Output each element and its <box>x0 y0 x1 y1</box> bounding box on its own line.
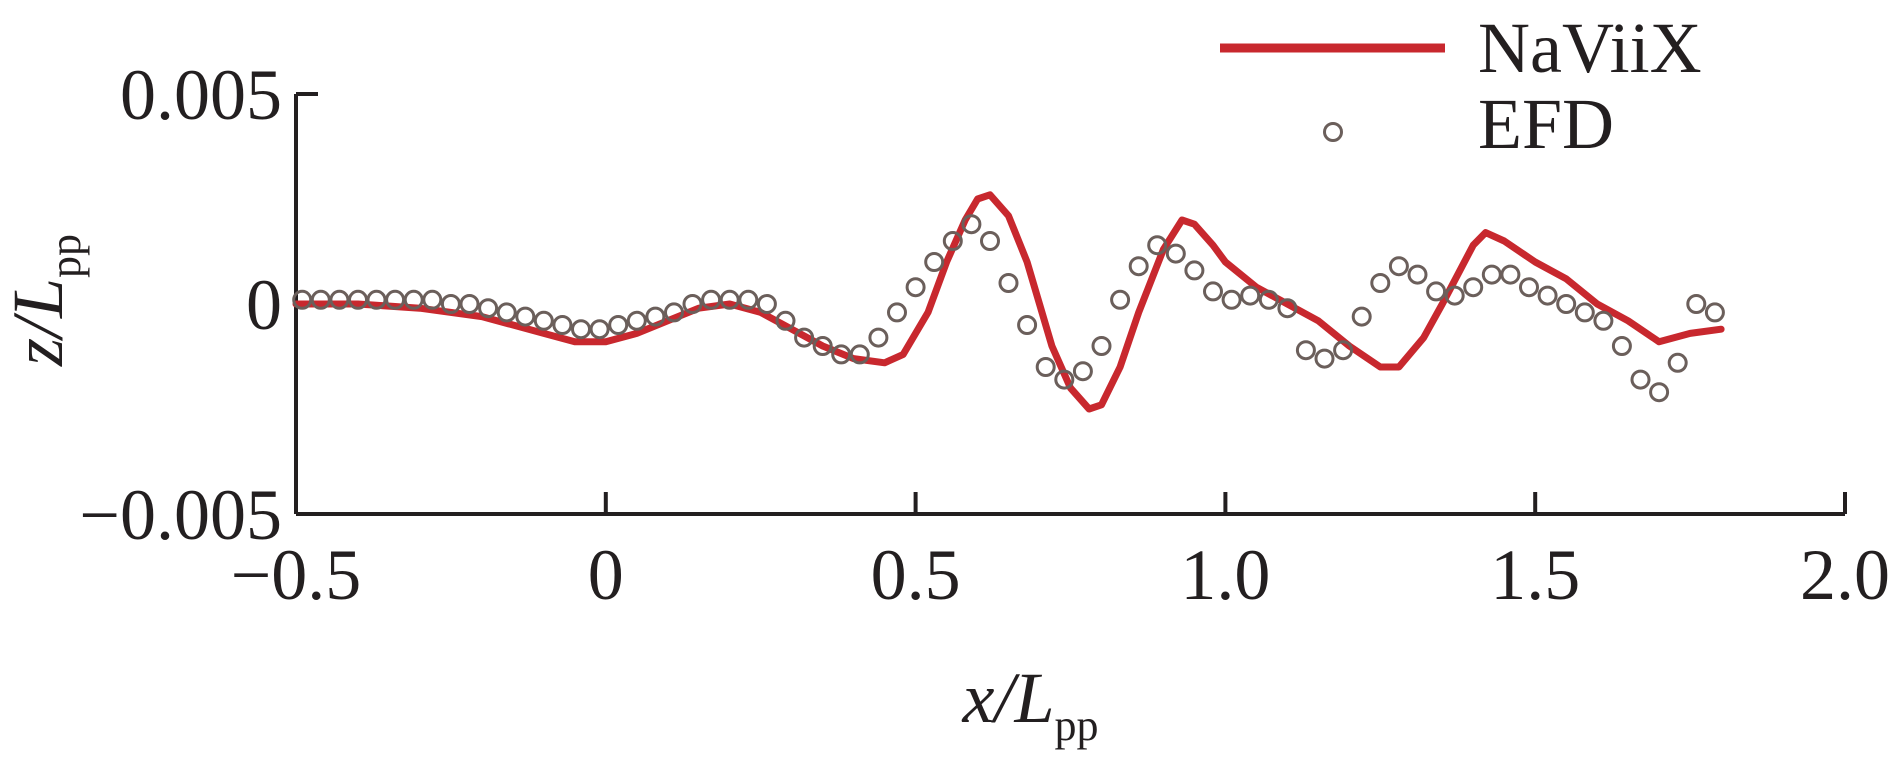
efd-point <box>440 294 461 314</box>
axes: −0.5 0 0.5 1.0 1.5 2.0 0.005 0 −0.005 x/Lpp z/Lpp <box>0 55 1890 750</box>
efd-point <box>1388 256 1409 277</box>
efd-point <box>329 289 350 310</box>
efd-point <box>1184 260 1205 281</box>
efd-point <box>1295 340 1316 361</box>
efd-point <box>626 310 647 331</box>
efd-point <box>1240 285 1261 306</box>
legend-label: NaViiX <box>1478 8 1702 88</box>
efd-point <box>608 315 629 335</box>
efd-point <box>515 306 536 327</box>
x-tick-label: 0 <box>588 535 624 615</box>
efd-point <box>1072 361 1093 382</box>
x-tick-label: 1.0 <box>1180 535 1270 615</box>
efd-point <box>1165 243 1186 264</box>
efd-point <box>1128 256 1149 277</box>
y-tick-label: 0.005 <box>120 55 282 135</box>
efd-point <box>1258 289 1279 310</box>
efd-point <box>924 252 945 272</box>
efd-point <box>719 289 740 310</box>
efd-point <box>645 306 666 327</box>
efd-point <box>1035 357 1056 377</box>
efd-point <box>1407 264 1428 285</box>
efd-point <box>905 277 926 298</box>
efd-point <box>1519 277 1539 298</box>
efd-point <box>571 319 591 340</box>
x-tick-label: 0.5 <box>871 535 961 615</box>
efd-point <box>961 214 982 235</box>
efd-point <box>366 289 387 310</box>
efd-point <box>478 298 499 319</box>
efd-point <box>403 289 424 310</box>
efd-point <box>738 289 759 310</box>
efd-point <box>1054 369 1075 390</box>
efd-point <box>942 231 963 251</box>
efd-point <box>1110 289 1131 310</box>
efd-point <box>1017 315 1038 335</box>
efd-point <box>1426 281 1447 302</box>
y-tick-label: 0 <box>246 265 282 345</box>
x-tick-label: −0.5 <box>231 535 362 615</box>
efd-point <box>756 294 777 314</box>
series-layer <box>292 191 1725 413</box>
efd-point <box>849 344 870 365</box>
efd-point <box>422 289 443 310</box>
efd-point <box>1686 294 1707 314</box>
efd-point <box>831 344 852 365</box>
efd-point <box>533 310 554 331</box>
efd-point <box>1277 298 1298 319</box>
x-tick-label: 1.5 <box>1490 535 1580 615</box>
y-axis-label: z/Lpp <box>0 234 90 367</box>
efd-point <box>1500 264 1521 285</box>
efd-point <box>1593 310 1614 331</box>
y-tick-label: −0.005 <box>79 475 282 555</box>
efd-point <box>1630 369 1651 390</box>
efd-point <box>887 302 907 323</box>
efd-point <box>310 289 331 310</box>
efd-point <box>1314 348 1335 369</box>
efd-point <box>664 302 684 323</box>
efd-point <box>1537 285 1558 306</box>
x-axis-label-sub: pp <box>1055 701 1099 750</box>
efd-point <box>1611 336 1632 356</box>
efd-point <box>1556 294 1577 314</box>
efd-point <box>552 315 573 335</box>
efd-point <box>459 294 480 314</box>
efd-point <box>589 319 610 340</box>
efd-point <box>1667 352 1688 373</box>
efd-point <box>682 294 703 314</box>
efd-point <box>812 336 833 356</box>
efd-point <box>1147 235 1168 256</box>
efd-point <box>794 327 815 348</box>
efd-point <box>385 289 406 310</box>
x-tick-label: 2.0 <box>1800 535 1890 615</box>
efd-point <box>1444 285 1465 306</box>
efd-point <box>496 302 517 323</box>
efd-point <box>292 289 313 310</box>
efd-point <box>1203 281 1223 302</box>
y-axis-label-sub: pp <box>41 234 90 278</box>
efd-point <box>980 231 1000 251</box>
efd-point <box>1704 302 1725 323</box>
efd-point <box>1370 273 1391 293</box>
series-line-naviix <box>292 191 1725 413</box>
efd-point <box>1351 306 1372 327</box>
legend-label: EFD <box>1478 84 1614 164</box>
efd-point <box>1091 336 1112 356</box>
efd-point <box>1649 382 1670 403</box>
efd-point <box>775 310 796 331</box>
efd-point <box>1574 302 1595 323</box>
efd-point <box>1463 277 1484 298</box>
legend-swatch-marker <box>1323 122 1343 142</box>
efd-point <box>998 273 1019 293</box>
y-axis-label-group: z/Lpp <box>0 234 90 367</box>
efd-point <box>701 289 722 310</box>
efd-point <box>1221 289 1242 310</box>
efd-point <box>1333 340 1354 361</box>
x-axis-label: x/Lpp <box>961 658 1098 750</box>
efd-point <box>868 327 889 348</box>
efd-point <box>1481 264 1502 285</box>
